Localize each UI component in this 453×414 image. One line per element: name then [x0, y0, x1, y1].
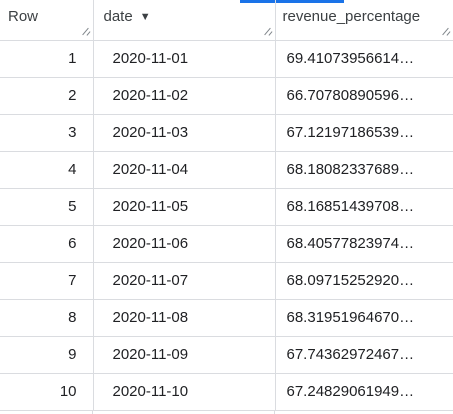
table-row[interactable]: 3 2020-11-03 67.12197186539…	[0, 114, 453, 152]
column-header-label: Row	[8, 8, 39, 25]
revenue-percentage-cell[interactable]: 68.31951964670…	[275, 299, 453, 337]
revenue-percentage-cell[interactable]: 67.24829061949…	[275, 373, 453, 411]
row-number-cell[interactable]: 1	[0, 40, 94, 78]
date-cell[interactable]: 2020-11-04	[93, 151, 276, 189]
date-cell[interactable]: 2020-11-09	[93, 336, 276, 374]
revenue-percentage-cell[interactable]: 68.40577823974…	[275, 225, 453, 263]
row-number-cell[interactable]: 9	[0, 336, 94, 374]
date-cell[interactable]: 2020-11-07	[93, 262, 276, 300]
column-header-row[interactable]: Row	[0, 0, 94, 41]
table-row[interactable]: 7 2020-11-07 68.09715252920…	[0, 262, 453, 300]
row-number-cell[interactable]: 6	[0, 225, 94, 263]
date-cell[interactable]: 2020-11-08	[93, 299, 276, 337]
date-cell[interactable]: 2020-11-02	[93, 77, 276, 115]
revenue-percentage-cell[interactable]: 66.70780890596…	[275, 77, 453, 115]
column-resize-handle-icon[interactable]	[442, 27, 450, 35]
revenue-percentage-cell[interactable]: 67.74362972467…	[275, 336, 453, 374]
table-row[interactable]: 10 2020-11-10 67.24829061949…	[0, 373, 453, 411]
date-cell[interactable]: 2020-11-05	[93, 188, 276, 226]
column-header-revenue-percentage[interactable]: revenue_percentage	[275, 0, 453, 41]
table-row[interactable]: 6 2020-11-06 68.40577823974…	[0, 225, 453, 263]
revenue-percentage-cell[interactable]: 68.18082337689…	[275, 151, 453, 189]
date-cell[interactable]: 2020-11-06	[93, 225, 276, 263]
revenue-percentage-cell[interactable]: 68.09715252920…	[275, 262, 453, 300]
column-header-label: date	[103, 8, 133, 25]
row-number-cell[interactable]: 10	[0, 373, 94, 411]
date-cell[interactable]: 2020-11-10	[93, 373, 276, 411]
row-number-cell[interactable]: 5	[0, 188, 94, 226]
table-row[interactable]: 9 2020-11-09 67.74362972467…	[0, 336, 453, 374]
table-row[interactable]: 2 2020-11-02 66.70780890596…	[0, 77, 453, 115]
row-number-cell[interactable]: 8	[0, 299, 94, 337]
table-row[interactable]: 8 2020-11-08 68.31951964670…	[0, 299, 453, 337]
column-resize-handle-icon[interactable]	[82, 27, 90, 35]
revenue-percentage-cell[interactable]: 67.12197186539…	[275, 114, 453, 152]
row-number-cell[interactable]: 7	[0, 262, 94, 300]
row-number-cell[interactable]: 2	[0, 77, 94, 115]
column-header-label: revenue_percentage	[282, 8, 421, 25]
revenue-percentage-cell[interactable]: 68.16851439708…	[275, 188, 453, 226]
table-body: 1 2020-11-01 69.41073956614… 2 2020-11-02 66.…	[0, 40, 453, 411]
table-row[interactable]: 5 2020-11-05 68.16851439708…	[0, 188, 453, 226]
column-header-date[interactable]: date ▼	[93, 0, 276, 41]
header-row: Row date ▼ revenue_percentage	[0, 0, 453, 41]
column-resize-handle-icon[interactable]	[264, 27, 272, 35]
table-row[interactable]: 4 2020-11-04 68.18082337689…	[0, 151, 453, 189]
table-header: Row date ▼ revenue_percentage	[0, 0, 453, 41]
revenue-percentage-cell[interactable]: 69.41073956614…	[275, 40, 453, 78]
row-number-cell[interactable]: 4	[0, 151, 94, 189]
sort-descending-icon[interactable]: ▼	[139, 11, 151, 23]
table-row[interactable]: 1 2020-11-01 69.41073956614…	[0, 40, 453, 78]
date-cell[interactable]: 2020-11-03	[93, 114, 276, 152]
date-cell[interactable]: 2020-11-01	[93, 40, 276, 78]
row-number-cell[interactable]: 3	[0, 114, 94, 152]
